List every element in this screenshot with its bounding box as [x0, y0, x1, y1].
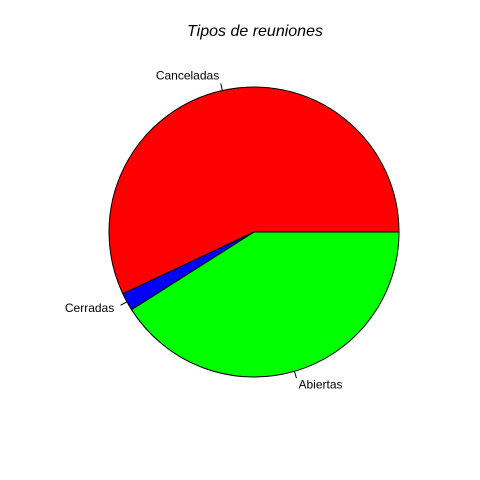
- pie-slices: [108, 86, 400, 378]
- leader-line-cerradas: [120, 301, 128, 306]
- leader-line-canceladas: [220, 83, 223, 91]
- pie-slice-canceladas: [108, 86, 400, 295]
- pie-leader-lines: [120, 83, 297, 379]
- slice-label-cerradas: Cerradas: [65, 301, 114, 315]
- slice-label-abiertas: Abiertas: [298, 377, 342, 391]
- slice-label-canceladas: Canceladas: [156, 69, 219, 83]
- pie-labels: Canceladas Cerradas Abiertas: [65, 69, 343, 392]
- leader-line-abiertas: [293, 371, 297, 379]
- chart-title: Tipos de reuniones: [187, 23, 323, 40]
